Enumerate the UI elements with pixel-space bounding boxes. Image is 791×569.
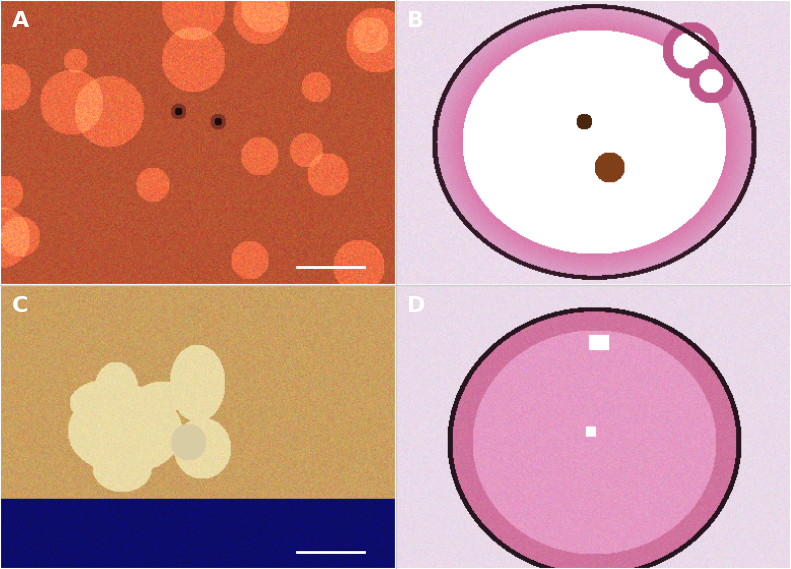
Text: B: B	[407, 11, 424, 31]
Text: C: C	[12, 296, 28, 316]
Text: A: A	[12, 11, 29, 31]
Text: D: D	[407, 296, 426, 316]
